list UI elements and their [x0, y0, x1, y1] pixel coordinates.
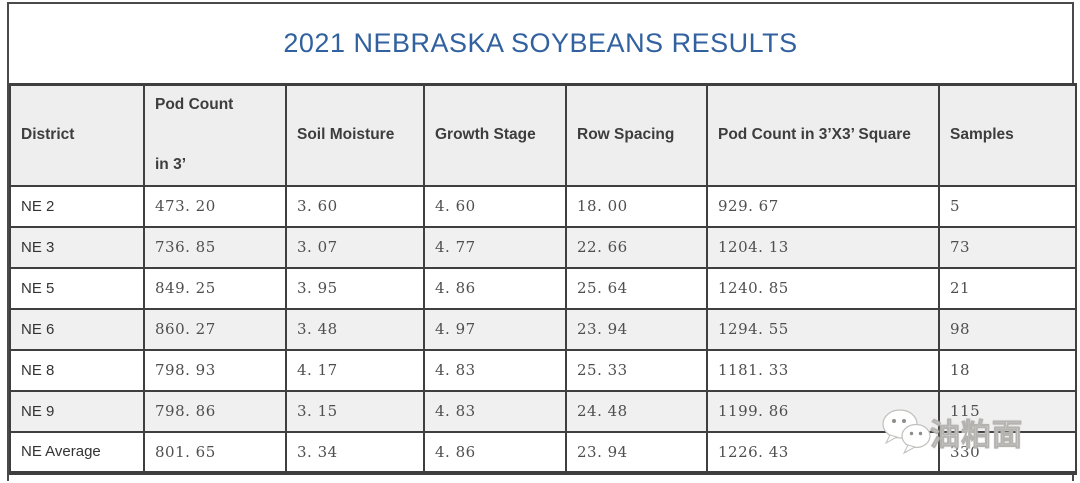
cell-pod-count: 860. 27 — [143, 307, 287, 351]
cell-district: NE 8 — [9, 348, 145, 392]
cell-pod-count: 798. 86 — [143, 389, 287, 433]
cell-district: NE 9 — [9, 389, 145, 433]
col-header-row-spacing: Row Spacing — [565, 83, 708, 187]
cell-pod-count-square: 1204. 13 — [706, 225, 940, 269]
cell-pod-count-square: 1199. 86 — [706, 389, 940, 433]
cell-growth-stage: 4. 83 — [423, 348, 567, 392]
cell-samples: 18 — [938, 348, 1077, 392]
cell-soil-moisture: 3. 60 — [285, 184, 425, 228]
cell-district: NE 2 — [9, 184, 145, 228]
cell-pod-count: 736. 85 — [143, 225, 287, 269]
cell-pod-count-square: 1240. 85 — [706, 266, 940, 310]
cell-row-spacing: 22. 66 — [565, 225, 708, 269]
cell-growth-stage: 4. 86 — [423, 430, 567, 474]
cell-soil-moisture: 3. 34 — [285, 430, 425, 474]
cell-district: NE Average — [9, 430, 145, 474]
cell-soil-moisture: 3. 07 — [285, 225, 425, 269]
cell-district: NE 3 — [9, 225, 145, 269]
cell-district: NE 6 — [9, 307, 145, 351]
cell-row-spacing: 18. 00 — [565, 184, 708, 228]
cell-pod-count: 473. 20 — [143, 184, 287, 228]
cell-samples: 73 — [938, 225, 1077, 269]
cell-row-spacing: 25. 64 — [565, 266, 708, 310]
cell-pod-count: 849. 25 — [143, 266, 287, 310]
table-row-ne3: NE 3 736. 85 3. 07 4. 77 22. 66 1204. 13… — [9, 225, 1077, 269]
col-header-pod-count-square: Pod Count in 3’X3’ Square — [706, 83, 940, 187]
table-row-ne2: NE 2 473. 20 3. 60 4. 60 18. 00 929. 67 … — [9, 184, 1077, 228]
col-header-pod-count-line1: Pod Count — [155, 96, 234, 114]
page-title: 2021 NEBRASKA SOYBEANS RESULTS — [283, 28, 798, 58]
cell-district: NE 5 — [9, 266, 145, 310]
cell-pod-count-square: 1226. 43 — [706, 430, 940, 474]
cell-samples: 330 — [938, 430, 1077, 474]
table-row-ne6: NE 6 860. 27 3. 48 4. 97 23. 94 1294. 55… — [9, 307, 1077, 351]
table-row-ne-average: NE Average 801. 65 3. 34 4. 86 23. 94 12… — [9, 430, 1077, 474]
table-row-ne5: NE 5 849. 25 3. 95 4. 86 25. 64 1240. 85… — [9, 266, 1077, 310]
cell-samples: 98 — [938, 307, 1077, 351]
cell-growth-stage: 4. 86 — [423, 266, 567, 310]
cell-pod-count-square: 1294. 55 — [706, 307, 940, 351]
cell-row-spacing: 25. 33 — [565, 348, 708, 392]
article-frame: 2021 NEBRASKA SOYBEANS RESULTS District … — [7, 2, 1077, 481]
col-header-district: District — [9, 83, 145, 187]
results-table: District Pod Count in 3’ Soil Moisture G… — [9, 83, 1077, 475]
col-header-soil-moisture: Soil Moisture — [285, 83, 425, 187]
cell-pod-count: 801. 65 — [143, 430, 287, 474]
cell-pod-count-square: 1181. 33 — [706, 348, 940, 392]
header-row: District Pod Count in 3’ Soil Moisture G… — [9, 83, 1077, 187]
table-row-ne9: NE 9 798. 86 3. 15 4. 83 24. 48 1199. 86… — [9, 389, 1077, 433]
cell-pod-count-square: 929. 67 — [706, 184, 940, 228]
cell-samples: 5 — [938, 184, 1077, 228]
cell-growth-stage: 4. 97 — [423, 307, 567, 351]
title-bar: 2021 NEBRASKA SOYBEANS RESULTS — [9, 4, 1072, 83]
cell-growth-stage: 4. 60 — [423, 184, 567, 228]
col-header-samples: Samples — [938, 83, 1077, 187]
table-row-ne8: NE 8 798. 93 4. 17 4. 83 25. 33 1181. 33… — [9, 348, 1077, 392]
cell-row-spacing: 24. 48 — [565, 389, 708, 433]
cell-soil-moisture: 3. 95 — [285, 266, 425, 310]
cell-row-spacing: 23. 94 — [565, 430, 708, 474]
cell-soil-moisture: 3. 15 — [285, 389, 425, 433]
cell-soil-moisture: 3. 48 — [285, 307, 425, 351]
col-header-pod-count-line2: in 3’ — [155, 156, 187, 174]
cell-growth-stage: 4. 77 — [423, 225, 567, 269]
cell-samples: 115 — [938, 389, 1077, 433]
cell-pod-count: 798. 93 — [143, 348, 287, 392]
cell-samples: 21 — [938, 266, 1077, 310]
cell-growth-stage: 4. 83 — [423, 389, 567, 433]
col-header-pod-count: Pod Count in 3’ — [143, 83, 287, 187]
cell-soil-moisture: 4. 17 — [285, 348, 425, 392]
col-header-growth-stage: Growth Stage — [423, 83, 567, 187]
cell-row-spacing: 23. 94 — [565, 307, 708, 351]
